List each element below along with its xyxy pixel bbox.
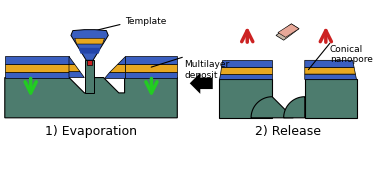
Polygon shape	[220, 67, 272, 74]
Text: 1) Evaporation: 1) Evaporation	[45, 125, 137, 138]
Text: Conical
nanopore: Conical nanopore	[330, 45, 373, 64]
Polygon shape	[69, 72, 84, 78]
Polygon shape	[71, 30, 108, 60]
Polygon shape	[218, 79, 272, 118]
Polygon shape	[79, 48, 101, 54]
Polygon shape	[278, 24, 299, 37]
Polygon shape	[5, 72, 69, 78]
Polygon shape	[69, 56, 75, 64]
Polygon shape	[305, 60, 354, 67]
Text: Multilayer
deposit: Multilayer deposit	[184, 60, 229, 80]
Polygon shape	[109, 64, 125, 72]
Polygon shape	[305, 74, 356, 79]
Polygon shape	[284, 97, 305, 118]
Polygon shape	[221, 60, 272, 67]
Polygon shape	[305, 79, 356, 118]
Polygon shape	[125, 56, 177, 64]
Text: 2) Release: 2) Release	[254, 125, 321, 138]
Polygon shape	[117, 56, 125, 64]
Polygon shape	[69, 64, 80, 72]
Polygon shape	[305, 67, 355, 74]
Polygon shape	[5, 78, 177, 118]
Polygon shape	[125, 64, 177, 72]
Polygon shape	[218, 74, 272, 79]
Polygon shape	[276, 24, 299, 40]
Polygon shape	[75, 38, 104, 44]
Text: Template: Template	[125, 18, 166, 26]
Polygon shape	[104, 72, 125, 78]
Polygon shape	[5, 64, 69, 72]
Polygon shape	[5, 56, 69, 64]
Polygon shape	[190, 73, 213, 94]
Polygon shape	[251, 97, 293, 118]
Polygon shape	[125, 72, 177, 78]
Bar	[87, 60, 93, 65]
Bar	[85, 60, 94, 93]
